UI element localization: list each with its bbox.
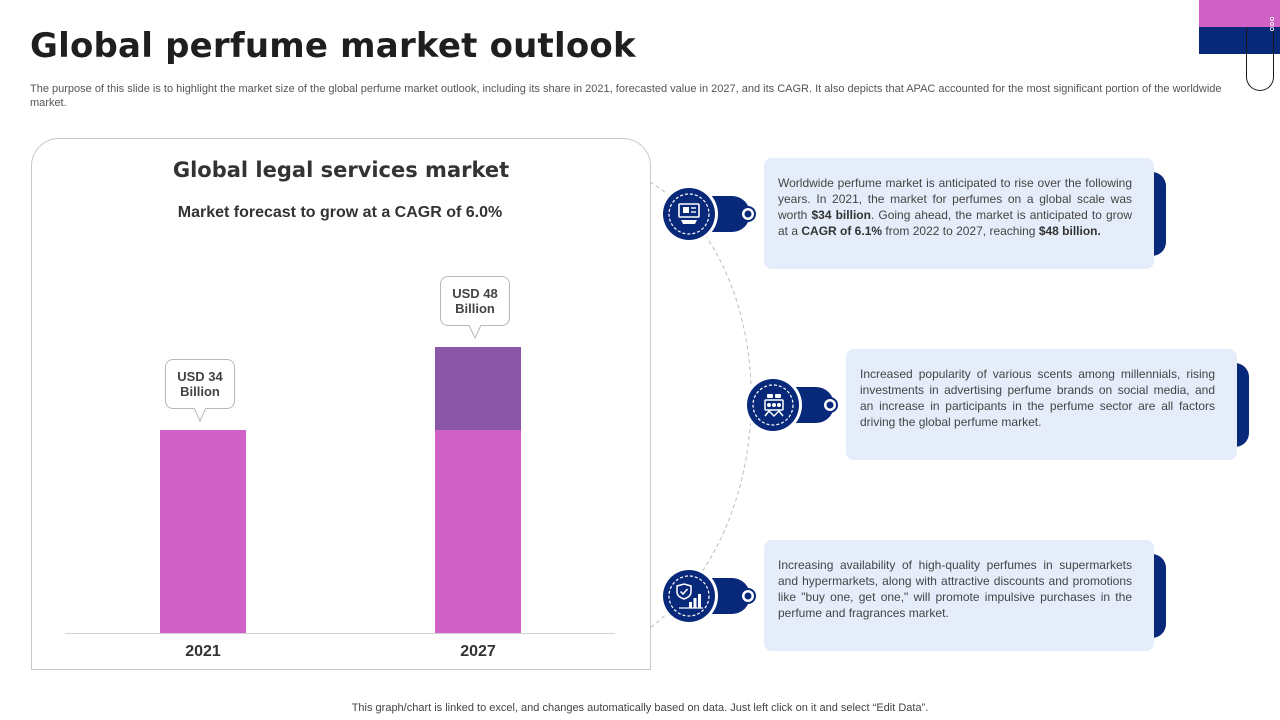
chart-subtitle: Market forecast to grow at a CAGR of 6.0… <box>177 204 503 221</box>
data-label-value: USD 48 <box>452 285 498 301</box>
card-accent <box>1235 363 1249 447</box>
footer-note: This graph/chart is linked to excel, and… <box>351 702 929 714</box>
corner-ring-decoration <box>1246 27 1274 91</box>
shield-growth-chart-icon <box>676 583 703 609</box>
bar-2021[interactable] <box>160 430 246 633</box>
chart-panel[interactable] <box>31 138 651 670</box>
info-card-drivers: Increased popularity of various scents a… <box>846 349 1237 460</box>
x-tick-label-2021: 2021 <box>185 643 221 660</box>
shopping-display-icon <box>678 203 700 224</box>
callout-tail <box>193 408 207 423</box>
card-text: Worldwide perfume market is anticipated … <box>778 176 1132 222</box>
data-label-unit: Billion <box>180 384 220 400</box>
card-accent <box>1152 554 1166 638</box>
page-title: Global perfume market outlook <box>30 26 636 66</box>
highlight-text: $34 billion <box>811 208 871 222</box>
card-accent <box>1152 172 1166 256</box>
card-text: from 2022 to 2027, reaching <box>882 224 1039 238</box>
bar-2027-growth[interactable] <box>435 346 521 431</box>
card-text: . Going ahead, the market is anticipated… <box>778 208 1132 238</box>
card-connector <box>744 376 838 434</box>
card-connector <box>660 567 756 625</box>
info-card-market-size: Worldwide perfume market is anticipated … <box>764 158 1154 269</box>
card-text: Increased popularity of various scents a… <box>860 367 1215 429</box>
page-subtitle: The purpose of this slide is to highligh… <box>30 83 1222 109</box>
corner-pink-block <box>1199 0 1280 27</box>
highlight-text: $48 billion. <box>1038 224 1101 238</box>
highlight-text: CAGR of 6.1% <box>801 224 883 238</box>
data-label-unit: Billion <box>455 300 495 316</box>
data-label-2027: USD 48 Billion <box>440 275 510 326</box>
callout-tail <box>468 324 482 339</box>
data-label-2021: USD 34 Billion <box>165 359 235 410</box>
data-label-value: USD 34 <box>177 369 223 385</box>
chart-title: Global legal services market <box>172 158 510 182</box>
card-connector <box>660 185 756 243</box>
info-card-availability: Increasing availability of high-quality … <box>764 540 1154 651</box>
card-text: Increasing availability of high-quality … <box>778 558 1132 620</box>
corner-dots-icon <box>1269 16 1275 31</box>
x-axis-line <box>65 633 615 634</box>
x-tick-label-2027: 2027 <box>460 643 496 660</box>
social-media-people-icon <box>764 394 784 418</box>
bar-2027-base[interactable] <box>435 430 521 633</box>
